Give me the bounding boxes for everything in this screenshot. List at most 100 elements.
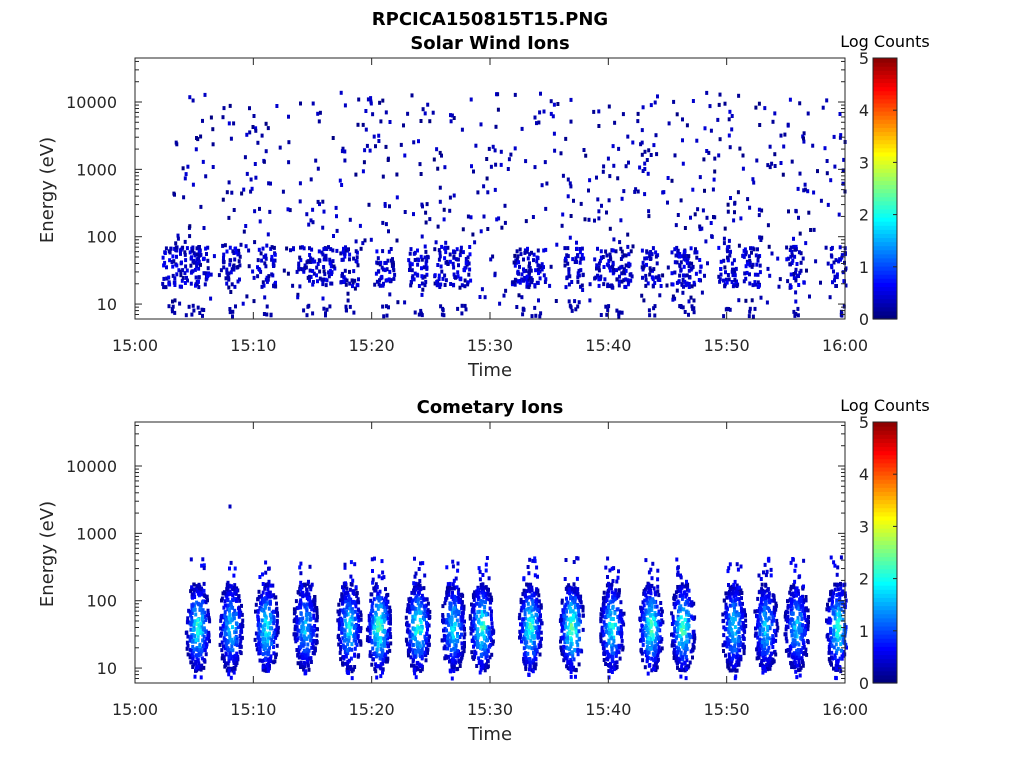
heatmap-cell [563,263,567,268]
heatmap-cell [691,306,695,311]
heatmap-cell [647,626,651,631]
y-tick-label: 100 [86,228,117,247]
heatmap-cell [238,598,242,603]
heatmap-cell [300,624,304,629]
heatmap-cell [197,586,201,591]
heatmap-cell [655,631,659,636]
heatmap-cell [576,605,580,610]
heatmap-cell [424,614,428,618]
heatmap-cell [437,273,441,278]
heatmap-cell [619,218,623,223]
heatmap-cell [683,279,687,284]
heatmap-cell [816,169,819,174]
heatmap-cell [219,268,223,273]
heatmap-cell [491,639,495,644]
heatmap-cell [372,134,376,139]
heatmap-cell [437,248,441,253]
heatmap-cell [673,153,677,158]
heatmap-cell [425,258,429,263]
solar-wind-title: Solar Wind Ions [410,33,569,54]
heatmap-cell [402,123,405,128]
heatmap-cell [438,150,442,155]
heatmap-cell [379,636,382,641]
heatmap-cell [624,268,628,273]
heatmap-cell [229,602,233,607]
heatmap-cell [298,255,302,260]
heatmap-cell [418,162,422,167]
heatmap-cell [453,594,457,599]
heatmap-cell [569,644,573,649]
colorbar-tick-label: 3 [859,153,869,172]
heatmap-cell [527,672,531,677]
heatmap-cell [406,651,410,656]
heatmap-cell [520,295,524,300]
heatmap-cell [656,589,660,594]
heatmap-cell [472,169,475,174]
heatmap-cell [531,628,535,632]
heatmap-cell [419,119,423,123]
heatmap-cell [199,621,203,626]
heatmap-cell [381,283,385,288]
heatmap-cell [302,308,306,313]
heatmap-cell [227,672,231,677]
heatmap-cell [258,623,262,628]
heatmap-cell [407,605,411,610]
heatmap-cell [531,215,535,219]
heatmap-cell [256,274,260,279]
heatmap-cell [528,269,532,273]
heatmap-cell [559,618,563,623]
heatmap-cell [658,293,662,298]
heatmap-cell [227,271,231,276]
heatmap-cell [186,616,190,621]
heatmap-cell [228,307,232,311]
heatmap-cell [242,229,246,234]
heatmap-cell [315,608,319,613]
heatmap-cell [542,248,546,253]
heatmap-cell [578,604,582,609]
heatmap-cell [414,611,418,616]
heatmap-cell [436,224,440,229]
heatmap-cell [755,158,759,163]
heatmap-cell [270,245,274,250]
heatmap-cell [268,601,272,606]
heatmap-cell [257,651,261,656]
heatmap-cell [539,603,543,608]
heatmap-cell [205,252,208,256]
heatmap-cell [165,276,169,281]
heatmap-cell [486,190,490,195]
heatmap-cell [581,288,585,292]
heatmap-cell [308,584,312,589]
heatmap-cell [649,602,653,607]
heatmap-cell [442,207,446,212]
heatmap-cell [564,602,568,607]
heatmap-cell [528,595,532,600]
heatmap-cell [647,570,651,575]
heatmap-cell [659,601,663,605]
heatmap-cell [194,275,198,280]
heatmap-cell [620,612,624,617]
heatmap-cell [733,210,736,215]
heatmap-cell [341,608,344,613]
heatmap-cell [525,284,529,289]
heatmap-cell [359,629,363,634]
heatmap-cell [614,644,618,649]
heatmap-cell [565,664,569,669]
heatmap-cell [226,626,230,631]
heatmap-cell [576,254,580,259]
heatmap-cell [757,207,761,212]
heatmap-cell [538,110,542,115]
heatmap-cell [261,599,265,604]
heatmap-cell [694,271,698,276]
heatmap-cell [263,618,267,623]
heatmap-cell [233,257,237,262]
heatmap-cell [451,597,455,602]
heatmap-cell [316,199,320,204]
heatmap-cell [600,627,604,632]
heatmap-cell [789,285,793,289]
heatmap-cell [381,612,385,617]
heatmap-cell [368,636,372,641]
heatmap-cell [181,245,185,250]
heatmap-cell [562,644,566,649]
heatmap-cell [321,225,325,230]
heatmap-cell [415,661,419,666]
